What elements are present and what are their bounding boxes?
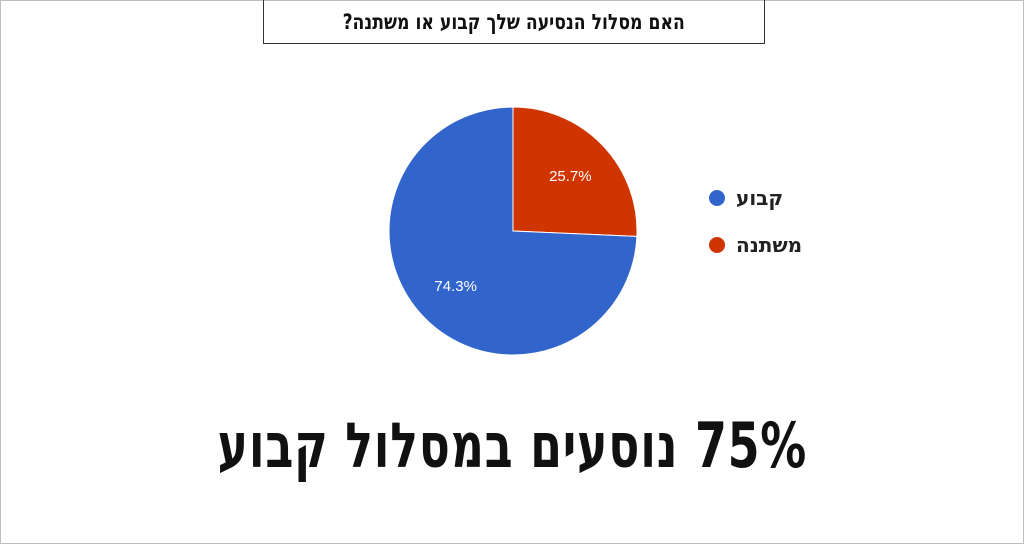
slice-value-label: 25.7% xyxy=(549,168,592,185)
question-title-box: האם מסלול הנסיעה שלך קבוע או משתנה? xyxy=(263,0,765,44)
headline-text: 75% נוסעים במסלול קבוע xyxy=(217,408,807,482)
legend-label: משתנה xyxy=(736,233,802,257)
pie-slices xyxy=(388,106,638,356)
slice-value-label: 74.3% xyxy=(434,278,477,295)
pie-slice-0 xyxy=(512,106,638,237)
chart-legend: קבוע משתנה xyxy=(709,186,802,257)
legend-label: קבוע xyxy=(736,186,783,210)
legend-marker-icon xyxy=(709,237,725,253)
pie-slice-1 xyxy=(388,106,638,356)
pie-labels: 25.7% 74.3% xyxy=(434,168,591,295)
headline: 75% נוסעים במסלול קבוע xyxy=(0,400,1024,490)
legend-marker-icon xyxy=(709,190,725,206)
question-title: האם מסלול הנסיעה שלך קבוע או משתנה? xyxy=(342,9,686,34)
